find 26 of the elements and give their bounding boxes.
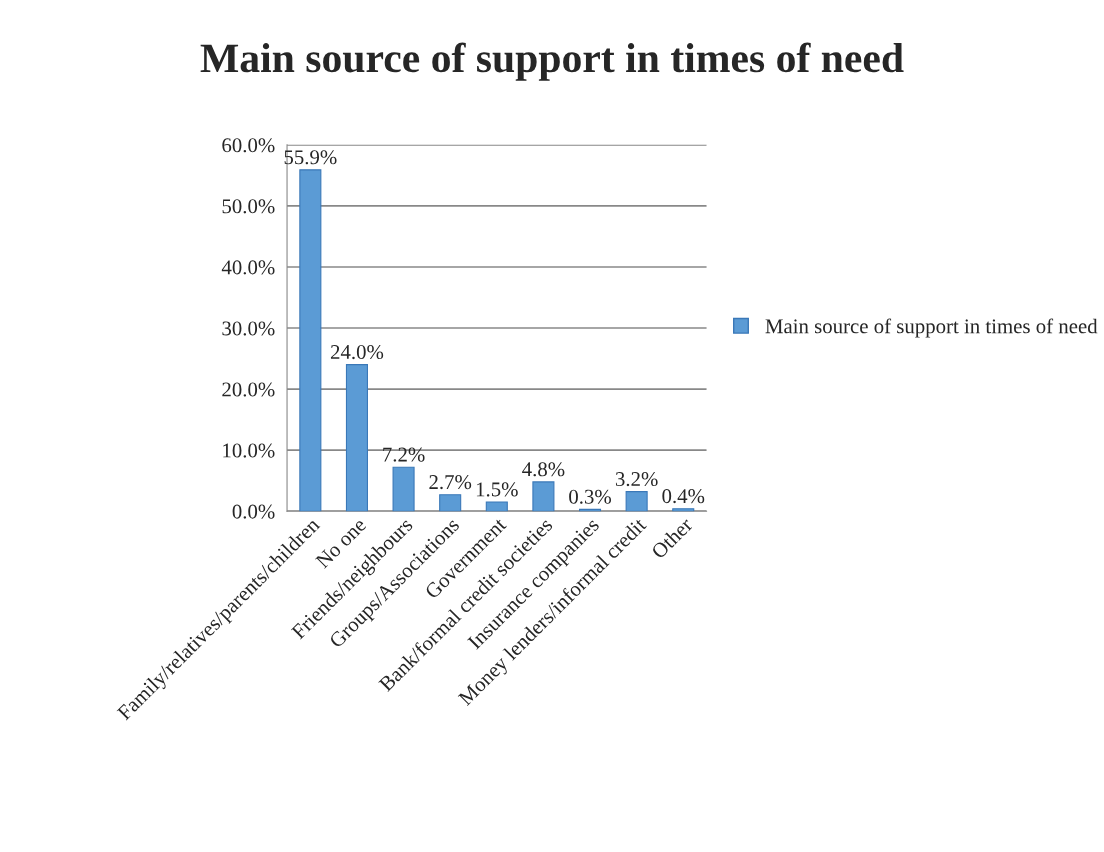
data-label: 0.3% [569, 489, 612, 504]
chart-title: Main source of support in times of need [200, 42, 904, 81]
data-label: 2.7% [429, 475, 472, 490]
y-tick-label: 50.0% [222, 199, 275, 214]
y-tick-label: 30.0% [222, 321, 275, 336]
bar [299, 169, 322, 512]
bar [625, 491, 648, 512]
data-label: 55.9% [284, 150, 337, 165]
y-tick-label: 40.0% [221, 260, 275, 275]
bar [345, 364, 369, 512]
data-label: 0.4% [662, 489, 705, 504]
y-tick-label: 20.0% [222, 382, 275, 397]
bar [672, 508, 695, 512]
data-label: 1.5% [476, 482, 518, 497]
data-label: 7.2% [383, 447, 425, 462]
bar [439, 494, 462, 512]
bar [392, 466, 415, 512]
legend-label: Main source of support in times of need [765, 318, 1098, 338]
bar [532, 481, 555, 512]
y-tick-label: 60.0% [222, 138, 275, 153]
data-label: 4.8% [522, 462, 565, 477]
y-tick-label: 0.0% [232, 504, 275, 519]
y-tick-label: 10.0% [223, 443, 275, 458]
data-label: 3.2% [615, 471, 658, 487]
bar [485, 501, 508, 512]
data-label: 24.0% [330, 344, 384, 360]
